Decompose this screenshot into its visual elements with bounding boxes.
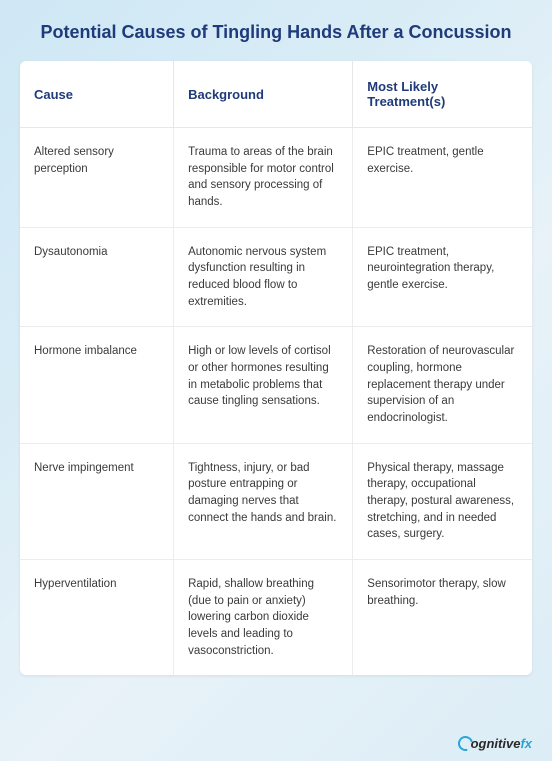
- cell-treatment: Sensorimotor therapy, slow breathing.: [353, 560, 532, 676]
- cell-cause: Dysautonomia: [20, 227, 174, 327]
- column-header-cause: Cause: [20, 61, 174, 128]
- cell-background: Trauma to areas of the brain responsible…: [174, 128, 353, 228]
- column-header-background: Background: [174, 61, 353, 128]
- cell-treatment: Restoration of neurovascular coupling, h…: [353, 327, 532, 443]
- table-row: Altered sensory perception Trauma to are…: [20, 128, 532, 228]
- cell-background: High or low levels of cortisol or other …: [174, 327, 353, 443]
- table-row: Hormone imbalance High or low levels of …: [20, 327, 532, 443]
- cell-cause: Hormone imbalance: [20, 327, 174, 443]
- causes-table-card: Cause Background Most Likely Treatment(s…: [20, 61, 532, 675]
- causes-table: Cause Background Most Likely Treatment(s…: [20, 61, 532, 675]
- brand-name: ognitive: [471, 736, 521, 751]
- brand-suffix: fx: [520, 736, 532, 751]
- table-header-row: Cause Background Most Likely Treatment(s…: [20, 61, 532, 128]
- column-header-treatment: Most Likely Treatment(s): [353, 61, 532, 128]
- page-title: Potential Causes of Tingling Hands After…: [20, 22, 532, 43]
- brand-logo: ognitivefx: [458, 736, 532, 751]
- table-row: Dysautonomia Autonomic nervous system dy…: [20, 227, 532, 327]
- table-row: Nerve impingement Tightness, injury, or …: [20, 443, 532, 559]
- cell-background: Autonomic nervous system dysfunction res…: [174, 227, 353, 327]
- cell-cause: Nerve impingement: [20, 443, 174, 559]
- cell-treatment: EPIC treatment, gentle exercise.: [353, 128, 532, 228]
- table-row: Hyperventilation Rapid, shallow breathin…: [20, 560, 532, 676]
- cell-cause: Altered sensory perception: [20, 128, 174, 228]
- cell-treatment: Physical therapy, massage therapy, occup…: [353, 443, 532, 559]
- cell-cause: Hyperventilation: [20, 560, 174, 676]
- cell-treatment: EPIC treatment, neurointegration therapy…: [353, 227, 532, 327]
- cell-background: Rapid, shallow breathing (due to pain or…: [174, 560, 353, 676]
- cell-background: Tightness, injury, or bad posture entrap…: [174, 443, 353, 559]
